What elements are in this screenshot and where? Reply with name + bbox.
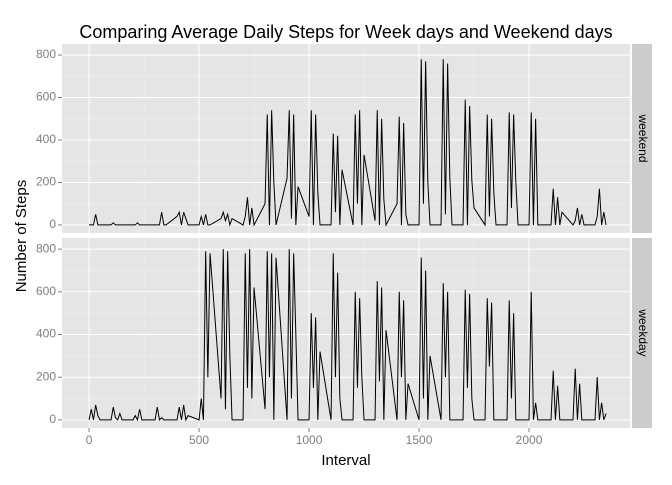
data-line xyxy=(88,249,607,422)
x-axis-label: Interval xyxy=(321,452,370,469)
panel-background xyxy=(62,44,630,233)
y-tick-label: 400 xyxy=(36,132,56,146)
panel-background xyxy=(62,238,630,428)
facet-strip xyxy=(632,44,652,233)
y-tick-label: 0 xyxy=(49,217,56,231)
y-tick-label: 400 xyxy=(36,327,56,341)
x-tick-label: 1500 xyxy=(406,433,433,447)
y-tick-label: 800 xyxy=(36,47,56,61)
y-tick-label: 200 xyxy=(36,175,56,189)
x-tick-label: 500 xyxy=(189,433,209,447)
y-tick-label: 0 xyxy=(49,412,56,426)
facet-label: weekend xyxy=(636,113,650,162)
x-tick-label: 0 xyxy=(86,433,93,447)
x-tick-label: 1000 xyxy=(296,433,323,447)
facet-label: weekday xyxy=(636,308,650,356)
chart-title: Comparing Average Daily Steps for Week d… xyxy=(79,22,612,42)
x-tick-label: 2000 xyxy=(516,433,543,447)
facet-strip xyxy=(632,238,652,428)
y-tick-label: 200 xyxy=(36,369,56,383)
y-tick-label: 600 xyxy=(36,284,56,298)
y-tick-label: 600 xyxy=(36,90,56,104)
y-tick-label: 800 xyxy=(36,241,56,255)
data-line xyxy=(89,59,607,227)
y-axis-label: Number of Steps xyxy=(13,180,30,293)
